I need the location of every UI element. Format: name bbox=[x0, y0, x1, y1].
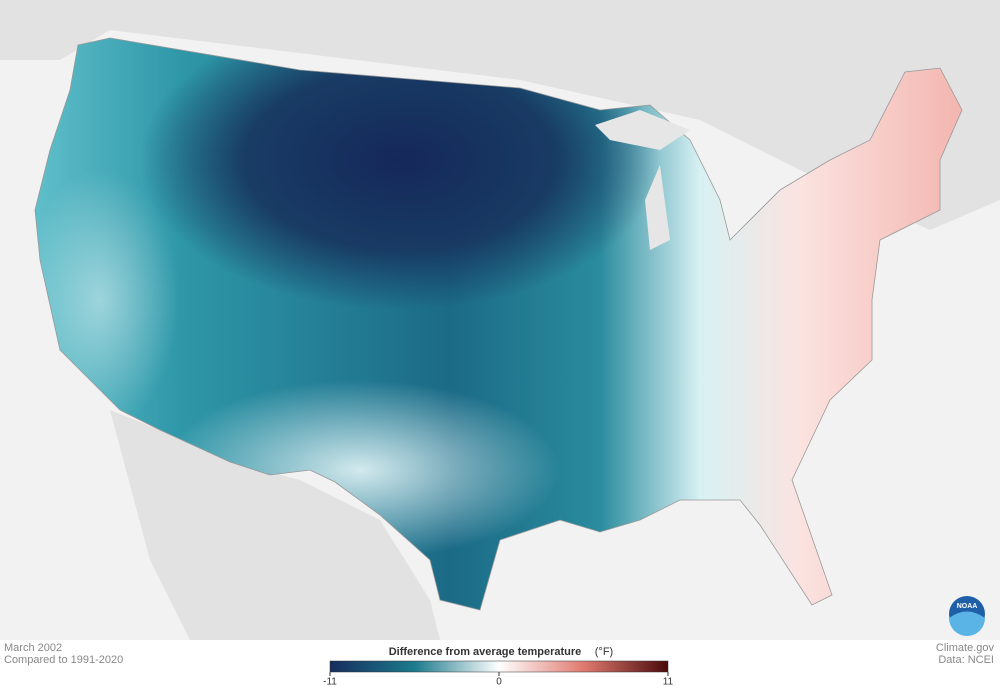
canada bbox=[0, 0, 1000, 230]
mexico bbox=[110, 410, 440, 640]
lake-michigan bbox=[645, 165, 670, 250]
legend-unit: (°F) bbox=[595, 646, 613, 658]
baseline: Compared to 1991-2020 bbox=[4, 654, 123, 666]
site: Climate.gov bbox=[936, 642, 995, 654]
tick-label: -11 bbox=[323, 677, 337, 688]
noaa-logo: NOAA bbox=[949, 596, 985, 636]
color-scale bbox=[329, 660, 669, 673]
date: March 2002 bbox=[4, 642, 62, 654]
source: Data: NCEI bbox=[938, 654, 994, 666]
logo-label: NOAA bbox=[957, 603, 978, 610]
tick-label: 11 bbox=[663, 677, 674, 688]
great-lakes bbox=[595, 110, 690, 150]
tick-label: 0 bbox=[496, 677, 502, 688]
legend-title: Difference from average temperature bbox=[389, 646, 582, 658]
